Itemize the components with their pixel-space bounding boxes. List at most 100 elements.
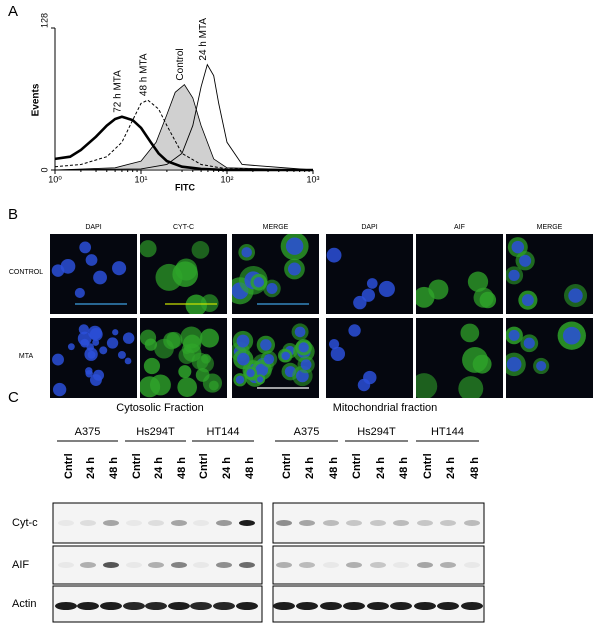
cell-nucleus — [85, 254, 98, 266]
micrograph — [140, 234, 227, 314]
cell-nucleus — [521, 294, 534, 307]
blot-band — [55, 602, 77, 610]
cell-nucleus — [235, 375, 245, 384]
column-header: DAPI — [361, 224, 377, 231]
blot-band — [393, 562, 409, 568]
cell-nucleus — [85, 370, 93, 378]
cell-nucleus — [99, 346, 108, 355]
cells — [232, 234, 309, 305]
cell-cytoplasm — [467, 271, 489, 292]
row-header: CONTROL — [9, 269, 43, 276]
cell-nucleus — [112, 329, 119, 336]
cell-nucleus — [511, 240, 525, 254]
blot-band — [145, 602, 167, 610]
blot-band — [323, 562, 339, 568]
cell-nucleus — [508, 269, 520, 282]
x-tick-label: 10¹ — [134, 174, 147, 184]
cell-nucleus — [287, 262, 301, 276]
cell-cytoplasm — [143, 357, 161, 375]
lane-label: 48 h — [328, 457, 340, 479]
micrograph — [232, 234, 319, 314]
blot-row-label: AIF — [12, 559, 29, 571]
cell-cytoplasm — [178, 365, 192, 379]
cell-cytoplasm — [196, 355, 214, 373]
column-header: CYT-C — [173, 224, 194, 231]
row-header: MTA — [19, 353, 34, 360]
blot-band — [126, 520, 142, 526]
micrograph — [140, 318, 227, 398]
lane-label: Cntrl — [198, 453, 210, 479]
panel-label: A — [8, 3, 18, 20]
lane-label: 48 h — [176, 457, 188, 479]
cell-nucleus — [253, 277, 265, 288]
blot-row-label: Cyt-c — [12, 517, 38, 529]
blot-band — [103, 562, 119, 568]
x-tick-label: 10³ — [306, 174, 319, 184]
cell-nucleus — [328, 339, 340, 350]
lane-label: Cntrl — [281, 453, 293, 479]
column-header: MERGE — [537, 224, 563, 231]
lane-label: 48 h — [108, 457, 120, 479]
cell-nucleus — [67, 343, 75, 351]
lane-label: Cntrl — [351, 453, 363, 479]
cell-nucleus — [294, 326, 306, 338]
blot-band — [193, 562, 209, 568]
blot-band — [276, 520, 292, 526]
cell-nucleus — [366, 278, 378, 289]
x-tick-label: 10⁰ — [48, 174, 62, 184]
cell-nucleus — [93, 369, 105, 381]
fraction-title: Cytosolic Fraction — [116, 402, 203, 414]
blot-band — [171, 520, 187, 526]
cell-nucleus — [80, 338, 90, 348]
cell-cytoplasm — [473, 287, 494, 308]
cell-nucleus — [60, 258, 76, 274]
cell-nucleus — [237, 352, 250, 366]
series-label: 24 h MTA — [198, 18, 209, 61]
lane-label: 24 h — [445, 457, 457, 479]
cell-line-label: A375 — [75, 426, 101, 438]
cell-cytoplasm — [191, 241, 210, 259]
micrograph — [326, 234, 413, 314]
blot-band — [148, 520, 164, 526]
blot-row-label: Actin — [12, 598, 36, 610]
blot-band — [417, 562, 433, 568]
cell-nucleus — [84, 347, 98, 361]
cell-nucleus — [52, 382, 67, 397]
cell-nucleus — [52, 353, 64, 366]
blot-band — [440, 562, 456, 568]
cell-line-label: Hs294T — [357, 426, 396, 438]
cell-line-label: Hs294T — [136, 426, 175, 438]
cells — [326, 247, 395, 310]
blot-band — [299, 562, 315, 568]
cell-line-label: HT144 — [431, 426, 464, 438]
cells — [416, 271, 497, 309]
blot-band — [58, 562, 74, 568]
y-tick-label: 128 — [39, 13, 49, 28]
cell-cytoplasm — [428, 279, 449, 300]
blot-band — [440, 520, 456, 526]
cell-nucleus — [348, 324, 361, 337]
y-tick-label: 0 — [39, 167, 49, 172]
blot-frame — [272, 545, 485, 585]
blot-band — [80, 520, 96, 526]
blot-band — [148, 562, 164, 568]
cell-nucleus — [92, 339, 100, 346]
cell-cytoplasm — [140, 240, 157, 258]
series-label: 72 h MTA — [113, 70, 124, 113]
micrograph — [416, 318, 503, 398]
blot-band — [417, 520, 433, 526]
column-header: MERGE — [263, 224, 289, 231]
micrograph — [50, 234, 137, 314]
blot-band — [168, 602, 190, 610]
cell-nucleus — [361, 288, 376, 302]
cell-nucleus — [363, 370, 377, 385]
lane-label: 24 h — [153, 457, 165, 479]
cell-cytoplasm — [416, 373, 438, 398]
cell-nucleus — [93, 270, 107, 285]
cell-cytoplasm — [458, 376, 484, 398]
cell-nucleus — [506, 357, 522, 372]
cell-cytoplasm — [144, 338, 157, 351]
blot-band — [80, 562, 96, 568]
